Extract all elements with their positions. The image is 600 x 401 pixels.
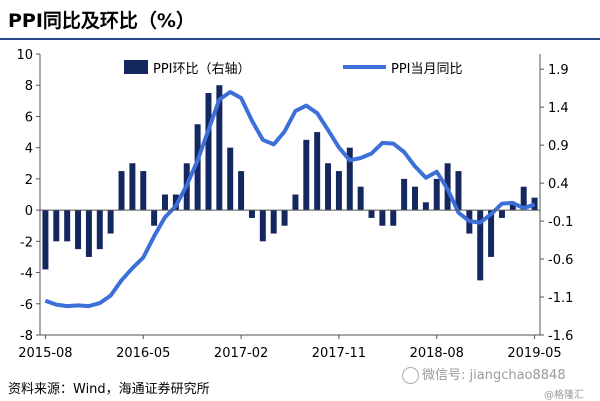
left-tick-label: 6 — [25, 110, 33, 125]
yoy-line — [44, 90, 536, 309]
bar — [357, 186, 364, 211]
left-tick-label: 2 — [25, 173, 33, 188]
bar — [216, 85, 223, 211]
bar — [433, 178, 440, 211]
right-tick-label: -0.1 — [548, 215, 573, 230]
right-tick-label: -0.6 — [548, 253, 573, 268]
bar — [64, 210, 71, 242]
x-tick-label: 2017-02 — [214, 346, 268, 361]
bar — [238, 171, 245, 211]
bar — [379, 210, 386, 226]
bar — [270, 210, 277, 234]
left-tick-label: -6 — [20, 298, 33, 313]
right-tick-label: 1.9 — [548, 63, 569, 78]
legend-label-line: PPI当月同比 — [391, 62, 463, 77]
left-tick-label: 10 — [16, 48, 33, 63]
bar — [455, 171, 462, 211]
watermark-corner: @格隆汇 — [544, 390, 584, 401]
left-tick-label: -8 — [20, 329, 33, 344]
bar — [477, 210, 484, 281]
bar — [140, 171, 147, 211]
bar — [292, 194, 299, 211]
left-tick-label: -2 — [20, 235, 33, 250]
ppi-chart: 10 8 6 4 2 0 -2 -4 -6 -8 1.9 1.4 0.9 0.4 -0.1 -0.6 -1.1… — [16, 48, 573, 361]
bar — [205, 93, 212, 211]
left-tick-label: 0 — [25, 204, 33, 219]
right-tick-label: 1.4 — [548, 101, 569, 116]
bar — [129, 163, 136, 211]
bar — [75, 210, 82, 250]
chart-title: PPI同比及环比（%） — [8, 10, 195, 32]
bar — [509, 202, 516, 211]
bar — [314, 132, 321, 211]
right-tick-label: 0.9 — [548, 139, 569, 154]
x-tick-label: 2016-05 — [116, 346, 170, 361]
bar — [53, 210, 60, 242]
right-tick-label: -1.6 — [548, 329, 573, 344]
right-tick-label: 0.4 — [548, 177, 569, 192]
bar — [390, 210, 397, 226]
legend-swatch-bar — [124, 60, 148, 74]
bar — [488, 210, 495, 257]
legend: PPI环比（右轴） PPI当月同比 — [124, 60, 463, 77]
x-tick-label: 2015-08 — [18, 346, 72, 361]
bar — [259, 210, 266, 242]
bar — [401, 178, 408, 211]
left-tick-label: 4 — [25, 142, 33, 157]
x-tick-label: 2019-05 — [507, 346, 561, 361]
bar — [96, 210, 103, 250]
source-note: 资料来源：Wind，海通证券研究所 — [8, 382, 210, 397]
right-tick-label: -1.1 — [548, 291, 573, 306]
bar — [248, 210, 255, 218]
bar — [368, 210, 375, 218]
wechat-icon — [402, 367, 419, 384]
bar — [107, 210, 114, 234]
bar — [346, 147, 353, 211]
watermark-text: 微信号: jiangchao8848 — [422, 368, 566, 383]
bar — [162, 194, 168, 211]
bar — [227, 147, 234, 211]
bar — [325, 163, 332, 211]
bar — [118, 171, 125, 211]
bar — [422, 202, 429, 211]
bar — [335, 171, 342, 211]
title-divider — [0, 38, 600, 40]
x-axis: 2015-08 2016-05 2017-02 2017-11 2018-08 2019-… — [18, 209, 562, 361]
left-axis: 10 8 6 4 2 0 -2 -4 -6 -8 — [16, 48, 41, 344]
mom-bars — [42, 85, 538, 281]
bar — [85, 210, 92, 257]
x-tick-label: 2018-08 — [410, 346, 464, 361]
bar — [531, 197, 538, 211]
bar — [194, 124, 201, 211]
right-axis: 1.9 1.4 0.9 0.4 -0.1 -0.6 -1.1 -1.6 — [539, 54, 573, 344]
watermark: 微信号: jiangchao8848 — [402, 364, 566, 384]
bar — [303, 139, 310, 211]
left-tick-label: 8 — [25, 79, 33, 94]
bar — [281, 210, 288, 226]
legend-label-bar: PPI环比（右轴） — [153, 62, 251, 77]
bar — [498, 210, 505, 218]
bar — [42, 210, 49, 270]
left-tick-label: -4 — [20, 267, 33, 282]
bar — [151, 210, 158, 226]
x-tick-label: 2017-11 — [312, 346, 366, 361]
bar — [520, 186, 527, 211]
bar — [412, 186, 418, 211]
